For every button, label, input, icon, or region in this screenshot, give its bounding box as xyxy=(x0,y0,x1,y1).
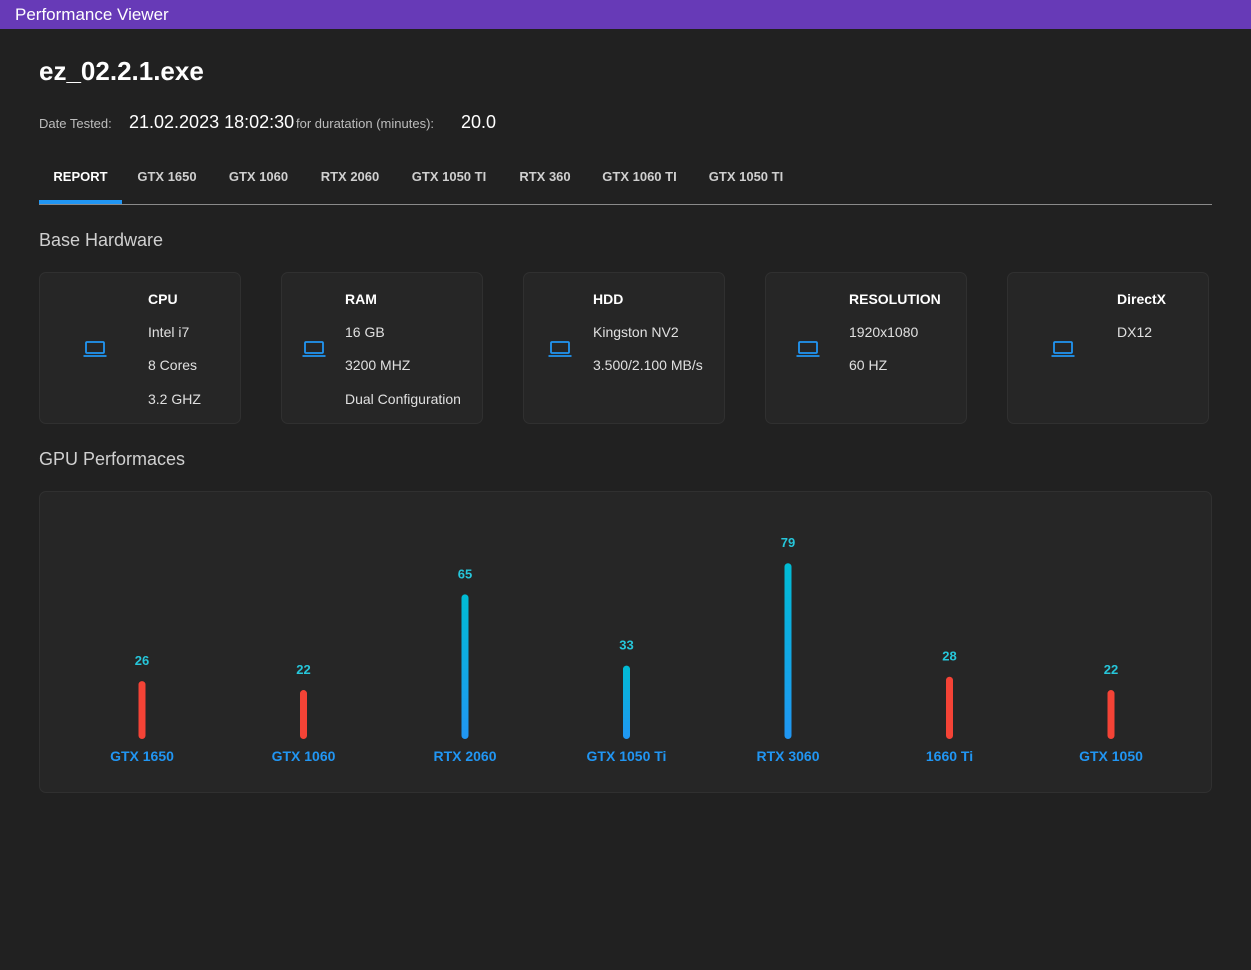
duration-label: for duratation (minutes): xyxy=(296,116,435,131)
hardware-card-cpu: CPU Intel i7 8 Cores 3.2 GHZ xyxy=(39,272,241,424)
tab-gtx-1050-ti[interactable]: GTX 1050 TI xyxy=(411,169,487,184)
hardware-card-line: DX12 xyxy=(1117,324,1153,340)
bar-gtx-1050-ti xyxy=(623,665,630,739)
bar-gtx-1650 xyxy=(138,681,146,739)
laptop-icon xyxy=(83,341,107,357)
hardware-card-title: RAM xyxy=(345,291,377,307)
gpu-performance-title: GPU Performaces xyxy=(39,449,186,469)
hardware-card-line: 16 GB xyxy=(345,324,385,340)
bar-gtx-1050 xyxy=(1107,690,1115,739)
tab-rtx-2060[interactable]: RTX 2060 xyxy=(320,169,380,184)
gpu-chart-svg: 26 GTX 1650 22 GTX 1060 65 RTX 2060 33 GTX 1050… xyxy=(110,535,1143,764)
tab-gtx-1050-ti-2[interactable]: GTX 1050 TI xyxy=(708,169,784,184)
hardware-card-line: 3.500/2.100 MB/s xyxy=(593,357,703,373)
category-label-gtx-1650: GTX 1650 xyxy=(110,748,174,764)
value-label-1660-ti: 28 xyxy=(942,649,956,664)
hardware-card-title: DirectX xyxy=(1117,291,1167,307)
hardware-card-line: 3.2 GHZ xyxy=(148,391,201,407)
hardware-card-line: Dual Configuration xyxy=(345,391,461,407)
value-label-gtx-1650: 26 xyxy=(135,653,149,668)
hardware-card-directx: DirectX DX12 xyxy=(1007,272,1209,424)
hardware-card-title: HDD xyxy=(593,291,624,307)
bar-rtx-3060 xyxy=(784,563,792,739)
value-label-rtx-3060: 79 xyxy=(781,535,795,550)
laptop-icon xyxy=(548,341,572,357)
tab-rtx-360[interactable]: RTX 360 xyxy=(519,169,571,184)
tab-bar: REPORT GTX 1650 GTX 1060 RTX 2060 GTX 10… xyxy=(39,150,1212,205)
date-tested-label: Date Tested: xyxy=(39,116,112,131)
active-tab-indicator xyxy=(39,200,122,204)
tab-gtx-1060[interactable]: GTX 1060 xyxy=(228,169,289,184)
hardware-card-line: 1920x1080 xyxy=(849,324,919,340)
base-hardware-title: Base Hardware xyxy=(39,230,164,250)
duration-value: 20.0 xyxy=(461,112,497,132)
bar-rtx-2060 xyxy=(461,594,469,739)
laptop-icon xyxy=(302,341,326,357)
file-name: ez_02.2.1.exe xyxy=(39,56,204,86)
hardware-card-resolution: RESOLUTION 1920x1080 60 HZ xyxy=(765,272,967,424)
title-bar: Performance Viewer xyxy=(0,0,1251,29)
laptop-icon xyxy=(1051,341,1075,357)
hardware-card-line: 3200 MHZ xyxy=(345,357,411,373)
gpu-performance-chart: 26 GTX 1650 22 GTX 1060 65 RTX 2060 33 GTX 1050… xyxy=(39,491,1212,793)
hardware-card-line: Kingston NV2 xyxy=(593,324,679,340)
tab-report[interactable]: REPORT xyxy=(53,169,108,184)
category-label-gtx-1050-ti: GTX 1050 Ti xyxy=(587,748,667,764)
hardware-card-line: 8 Cores xyxy=(148,357,198,373)
category-label-gtx-1060: GTX 1060 xyxy=(272,748,336,764)
category-label-rtx-3060: RTX 3060 xyxy=(756,748,819,764)
tab-gtx-1650[interactable]: GTX 1650 xyxy=(137,169,197,184)
category-label-1660-ti: 1660 Ti xyxy=(926,748,973,764)
category-label-rtx-2060: RTX 2060 xyxy=(433,748,496,764)
category-label-gtx-1050: GTX 1050 xyxy=(1079,748,1143,764)
value-label-gtx-1050-ti: 33 xyxy=(619,638,633,653)
value-label-gtx-1050: 22 xyxy=(1104,662,1118,677)
hardware-card-title: CPU xyxy=(148,291,178,307)
date-tested-value: 21.02.2023 18:02:30 xyxy=(129,112,295,132)
hardware-card-line: Intel i7 xyxy=(148,324,190,340)
laptop-icon xyxy=(796,341,820,357)
tab-gtx-1060-ti[interactable]: GTX 1060 TI xyxy=(602,169,677,184)
hardware-card-ram: RAM 16 GB 3200 MHZ Dual Configuration xyxy=(281,272,483,424)
bar-1660-ti xyxy=(946,676,953,739)
hardware-card-hdd: HDD Kingston NV2 3.500/2.100 MB/s xyxy=(523,272,725,424)
bar-gtx-1060 xyxy=(300,690,307,739)
window-title: Performance Viewer xyxy=(15,5,169,24)
hardware-card-line: 60 HZ xyxy=(849,357,888,373)
value-label-gtx-1060: 22 xyxy=(296,662,310,677)
value-label-rtx-2060: 65 xyxy=(458,566,472,581)
hardware-card-title: RESOLUTION xyxy=(849,291,941,307)
